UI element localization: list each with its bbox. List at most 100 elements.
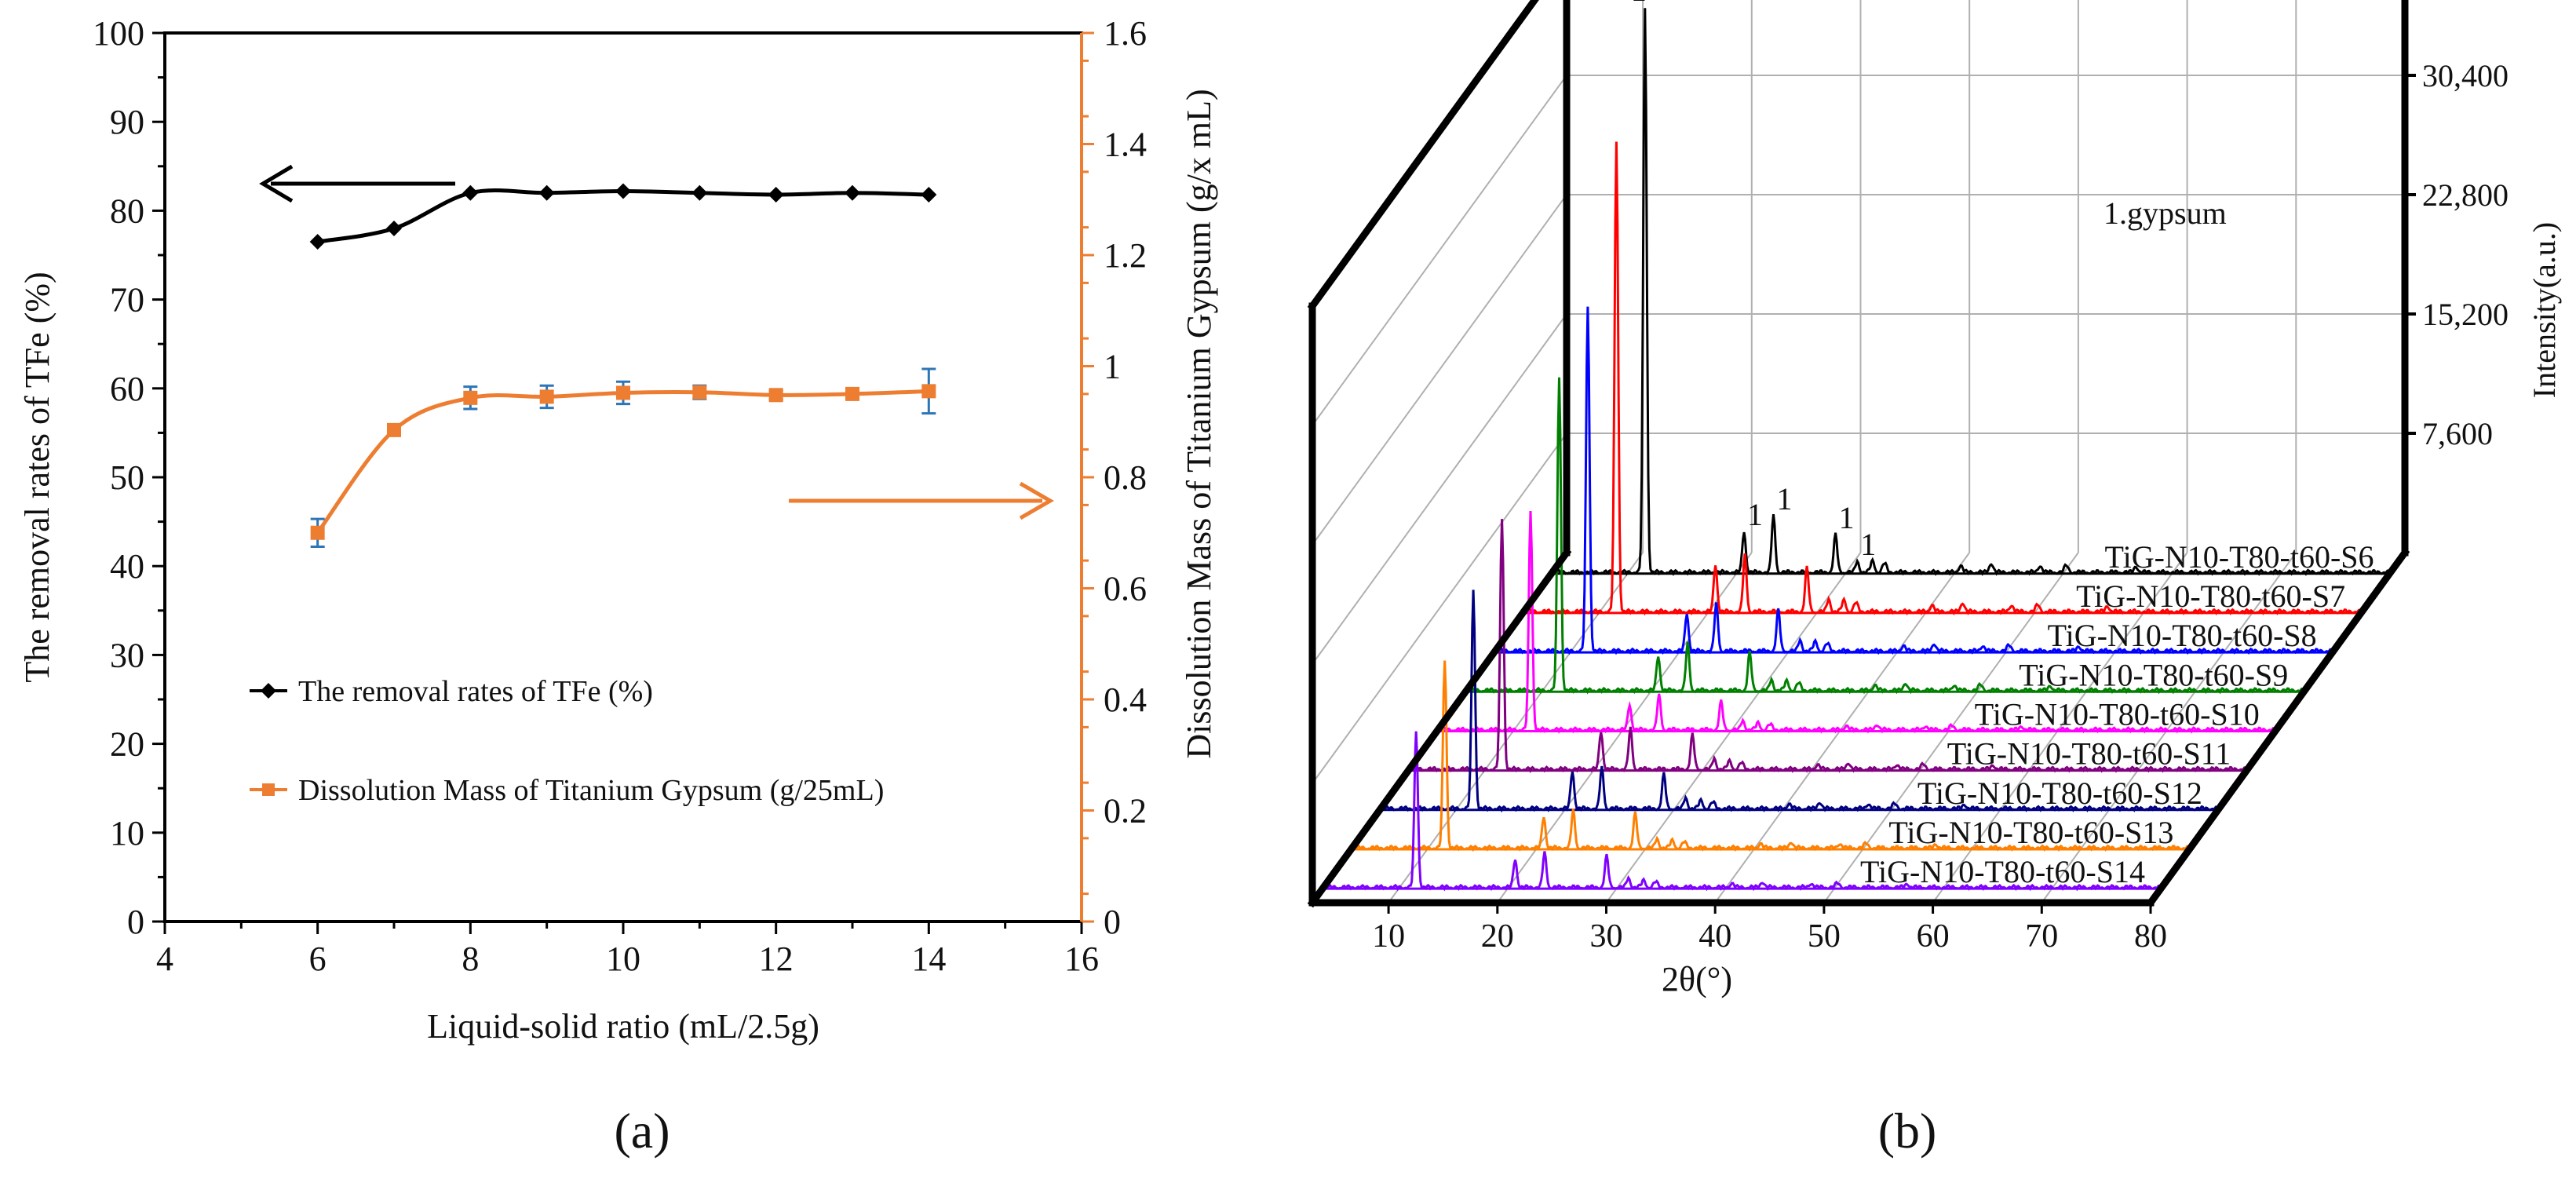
legend-a: The removal rates of TFe (%) Dissolution… bbox=[250, 675, 884, 807]
x-tick-label-b: 10 bbox=[1372, 918, 1405, 955]
x-axis-label-a: Liquid-solid ratio (mL/2.5g) bbox=[427, 1007, 819, 1046]
grid-line-x-floor bbox=[2041, 552, 2297, 903]
x-tick-label-a: 16 bbox=[1064, 940, 1099, 978]
data-point-dissolution bbox=[539, 389, 554, 404]
y2-tick-label-a: 0 bbox=[1104, 903, 1121, 941]
peak-marker: 1 bbox=[1860, 527, 1876, 562]
series-line-a-1 bbox=[316, 389, 929, 535]
y2-tick-label-a: 1.4 bbox=[1104, 126, 1147, 164]
spectrum-6 bbox=[1550, 8, 2391, 577]
series-group-b: TiG-N10-T80-t60-S6 TiG-N10-T80-t60-S7 TiG-… bbox=[1322, 0, 2391, 892]
z-tick-label-b: 7,600 bbox=[2422, 416, 2493, 451]
data-point-tfe bbox=[921, 187, 937, 203]
series-label: TiG-N10-T80-t60-S6 bbox=[2105, 539, 2374, 575]
x-tick-label-a: 12 bbox=[759, 940, 794, 978]
data-point-dissolution bbox=[463, 390, 478, 405]
panel-label-a: (a) bbox=[614, 1103, 670, 1159]
y-axis-label-a: The removal rates of TFe (%) bbox=[18, 272, 57, 682]
series-label: TiG-N10-T80-t60-S13 bbox=[1888, 815, 2173, 850]
x-tick-label-b: 60 bbox=[1917, 918, 1950, 955]
legend-label-tfe: The removal rates of TFe (%) bbox=[298, 675, 653, 708]
x-tick-label-b: 80 bbox=[2134, 918, 2167, 955]
data-point-tfe bbox=[691, 184, 708, 201]
legend-item-tfe: The removal rates of TFe (%) bbox=[250, 675, 653, 708]
data-point-dissolution bbox=[310, 525, 325, 540]
data-point-dissolution bbox=[921, 384, 936, 399]
y2-axis-label-a: Dissolution Mass of Titanium Gypsum (g/x… bbox=[1180, 89, 1218, 758]
x-tick-label-a: 6 bbox=[309, 940, 327, 978]
frame-edge bbox=[2145, 547, 2410, 908]
data-point-tfe bbox=[615, 183, 631, 199]
grid-line-side bbox=[1312, 313, 1567, 665]
y-tick-label-a: 30 bbox=[110, 636, 144, 674]
series-label: TiG-N10-T80-t60-S10 bbox=[1975, 696, 2260, 732]
data-point-tfe bbox=[309, 234, 326, 250]
frame-edge bbox=[1307, 547, 1572, 908]
y-tick-label-a: 50 bbox=[110, 458, 144, 497]
y2-tick-label-a: 1.2 bbox=[1104, 236, 1147, 275]
data-point-dissolution bbox=[616, 385, 630, 400]
series-label: TiG-N10-T80-t60-S9 bbox=[2019, 657, 2288, 692]
x-tick-label-b: 40 bbox=[1698, 918, 1731, 955]
data-point-dissolution bbox=[768, 388, 783, 403]
y2-tick-label-a: 0.6 bbox=[1104, 570, 1147, 608]
left-arrow-annotation bbox=[259, 164, 455, 203]
x-tick-label-b: 70 bbox=[2025, 918, 2058, 955]
data-point-dissolution bbox=[692, 385, 707, 400]
grid-line-side bbox=[1312, 75, 1567, 426]
x-tick-label-a: 8 bbox=[462, 940, 479, 978]
data-point-dissolution bbox=[387, 422, 401, 437]
y2-tick-label-a: 1 bbox=[1104, 348, 1121, 386]
legend-label-dissolution: Dissolution Mass of Titanium Gypsum (g/2… bbox=[298, 774, 884, 807]
y2-tick-label-a: 0.4 bbox=[1104, 681, 1147, 719]
data-point-tfe bbox=[462, 184, 479, 201]
data-point-tfe bbox=[768, 187, 784, 203]
y2-tick-label-a: 0.8 bbox=[1104, 458, 1147, 497]
y2-axis-ticks-a: 0 0.2 0.4 0.6 0.8 1 1.2 1.4 1.6 bbox=[1082, 14, 1147, 941]
series-label: TiG-N10-T80-t60-S8 bbox=[2048, 618, 2317, 653]
z-axis-label-b: Intensity(a.u.) bbox=[2527, 222, 2562, 398]
series-label: TiG-N10-T80-t60-S7 bbox=[2076, 579, 2345, 614]
y-tick-label-a: 0 bbox=[127, 903, 144, 941]
y-tick-label-a: 20 bbox=[110, 725, 144, 764]
peak-marker: 1 bbox=[1747, 497, 1763, 532]
z-tick-label-b: 30,400 bbox=[2422, 58, 2508, 93]
x-tick-label-a: 4 bbox=[156, 940, 173, 978]
peak-marker: 1 bbox=[1631, 0, 1647, 8]
series-label: TiG-N10-T80-t60-S11 bbox=[1947, 736, 2231, 772]
right-arrow-annotation bbox=[789, 481, 1054, 520]
z-tick-label-b: 15,200 bbox=[2422, 297, 2508, 332]
x-tick-label-a: 14 bbox=[911, 940, 946, 978]
frame-edge bbox=[1307, 0, 1539, 312]
z-tick-label-b: 22,800 bbox=[2422, 177, 2508, 213]
x-axis-ticks-b: 10 20 30 40 50 60 70 80 bbox=[1372, 903, 2167, 955]
y-tick-label-a: 10 bbox=[110, 814, 144, 852]
series-group-a bbox=[309, 183, 937, 548]
x-axis-label-b: 2θ(°) bbox=[1662, 960, 1732, 998]
x-tick-label-b: 30 bbox=[1589, 918, 1622, 955]
panel-b: TiG-N10-T80-t60-S6 TiG-N10-T80-t60-S7 TiG-… bbox=[1307, 0, 2562, 998]
x-axis-ticks-a: 4 6 8 10 12 14 16 bbox=[156, 922, 1099, 978]
y2-tick-label-a: 1.6 bbox=[1104, 14, 1147, 53]
gypsum-note: 1.gypsum bbox=[2103, 195, 2227, 231]
y-tick-label-a: 80 bbox=[110, 192, 144, 230]
y-tick-label-a: 70 bbox=[110, 281, 144, 319]
y-tick-label-a: 100 bbox=[93, 14, 144, 53]
data-point-tfe bbox=[386, 221, 402, 237]
grid-line-side bbox=[1312, 194, 1567, 546]
grid-line-x-floor bbox=[1605, 552, 1862, 903]
y2-tick-label-a: 0.2 bbox=[1104, 792, 1147, 830]
peak-marker: 1 bbox=[1839, 500, 1855, 535]
y-tick-label-a: 60 bbox=[110, 370, 144, 408]
peak-marker: 1 bbox=[1777, 481, 1793, 516]
y-axis-ticks-a: 0 10 20 30 40 50 60 70 80 90 100 bbox=[93, 14, 165, 941]
grid-line-side bbox=[1312, 433, 1567, 784]
data-point-tfe bbox=[538, 184, 555, 201]
y-tick-label-a: 90 bbox=[110, 103, 144, 141]
x-tick-label-b: 50 bbox=[1808, 918, 1841, 955]
panel-label-b: (b) bbox=[1878, 1103, 1937, 1159]
x-tick-label-a: 10 bbox=[606, 940, 640, 978]
